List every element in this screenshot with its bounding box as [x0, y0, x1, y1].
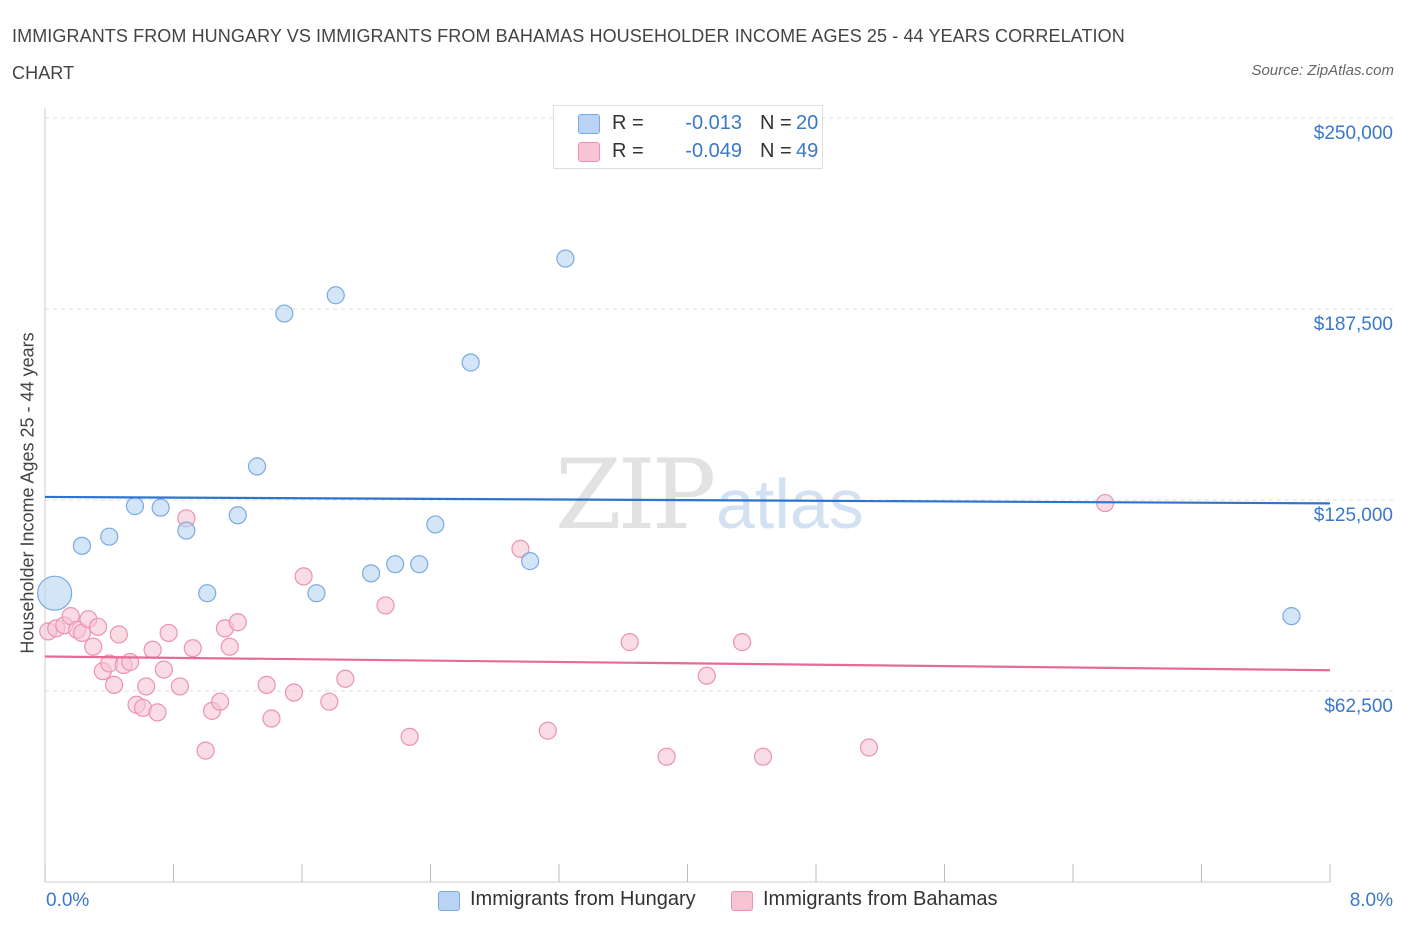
watermark-atlas: atlas	[716, 465, 864, 543]
hungary-point	[37, 575, 73, 611]
bahamas-point	[196, 741, 215, 760]
r-value-hungary: -0.013	[685, 112, 742, 134]
hungary-point	[228, 506, 247, 525]
legend-label-hungary: Immigrants from Hungary	[470, 888, 696, 910]
n-label: N =	[760, 140, 792, 162]
series-legend: Immigrants from Hungary Immigrants from …	[0, 888, 1406, 918]
hungary-point	[556, 249, 575, 268]
watermark: ZIP atlas	[555, 439, 864, 551]
hungary-point	[386, 555, 405, 574]
legend-swatch-bahamas	[731, 891, 753, 911]
bahamas-point	[336, 669, 355, 688]
legend-label-bahamas: Immigrants from Bahamas	[763, 888, 998, 910]
bahamas-point	[400, 727, 419, 746]
bahamas-point	[697, 666, 716, 685]
hungary-point	[151, 498, 170, 517]
bahamas-point	[620, 633, 639, 652]
trend-layer	[44, 495, 1331, 672]
hungary-point	[426, 515, 445, 534]
bahamas-point	[511, 539, 530, 558]
bahamas-point	[753, 747, 773, 766]
y-axis-label: Householder Income Ages 25 - 44 years	[17, 332, 38, 654]
hungary-trend-line	[44, 495, 1331, 505]
hungary-point	[100, 527, 119, 546]
bahamas-point	[262, 709, 281, 728]
hungary-point	[520, 552, 540, 571]
hungary-point	[307, 584, 326, 603]
bahamas-point	[320, 692, 339, 711]
bahamas-point	[88, 617, 108, 636]
hungary-point	[125, 497, 145, 516]
hungary-point	[410, 555, 429, 574]
y-tick-label: $125,000	[1314, 505, 1393, 526]
hungary-point	[275, 304, 294, 323]
bahamas-point	[183, 639, 202, 658]
legend-swatch-hungary	[578, 114, 600, 134]
bahamas-point	[733, 633, 752, 652]
hungary-point	[1282, 607, 1301, 626]
correlation-legend: R = -0.013 N = 20 R = -0.049 N = 49	[553, 105, 823, 169]
hungary-point	[72, 536, 92, 555]
legend-swatch-bahamas	[578, 142, 600, 162]
r-label: R =	[612, 112, 644, 134]
bahamas-point	[148, 703, 167, 722]
bahamas-point	[284, 683, 304, 702]
source-label: Source: ZipAtlas.com	[1251, 62, 1394, 79]
bahamas-point	[257, 675, 276, 694]
bahamas-point	[121, 652, 140, 672]
bahamas-point	[104, 675, 124, 694]
bahamas-point	[154, 660, 173, 679]
y-tick-label: $187,500	[1314, 314, 1393, 335]
bahamas-point	[228, 613, 247, 632]
n-value-hungary: 20	[796, 112, 819, 134]
hungary-point	[247, 457, 267, 476]
axis-layer	[44, 108, 1331, 883]
y-tick-label: $62,500	[1324, 696, 1393, 717]
hungary-point	[461, 353, 480, 372]
n-label: N =	[760, 112, 792, 134]
n-value-bahamas: 49	[796, 140, 819, 162]
hungary-point	[198, 584, 217, 603]
bahamas-point	[109, 625, 128, 644]
y-tick-labels: $62,500 $125,000 $187,500 $250,000	[1314, 123, 1393, 717]
bahamas-point	[859, 738, 879, 757]
bahamas-point	[84, 637, 103, 656]
hungary-point	[177, 521, 196, 540]
watermark-zip: ZIP	[555, 439, 714, 551]
points-layer	[37, 249, 1301, 766]
bahamas-point	[538, 721, 557, 740]
bahamas-point	[294, 567, 313, 586]
chart-title: IMMIGRANTS FROM HUNGARY VS IMMIGRANTS FR…	[12, 26, 1125, 83]
bahamas-point	[220, 637, 239, 656]
bahamas-point	[170, 677, 190, 696]
r-label: R =	[612, 140, 644, 162]
r-value-bahamas: -0.049	[685, 140, 742, 162]
grid-layer	[45, 117, 1395, 692]
bahamas-point	[657, 747, 676, 766]
bahamas-point	[376, 596, 395, 615]
bahamas-trend-line	[44, 655, 1331, 672]
bahamas-point	[210, 692, 230, 711]
y-tick-label: $250,000	[1314, 123, 1393, 144]
x-tick-label-max: 8.0%	[1349, 890, 1393, 911]
hungary-point	[361, 564, 381, 583]
hungary-point	[326, 286, 345, 305]
legend-swatch-hungary	[438, 891, 460, 911]
bahamas-point	[143, 640, 162, 659]
bahamas-point	[137, 677, 156, 696]
x-tick-label-min: 0.0%	[46, 890, 90, 911]
bahamas-point	[159, 623, 178, 643]
